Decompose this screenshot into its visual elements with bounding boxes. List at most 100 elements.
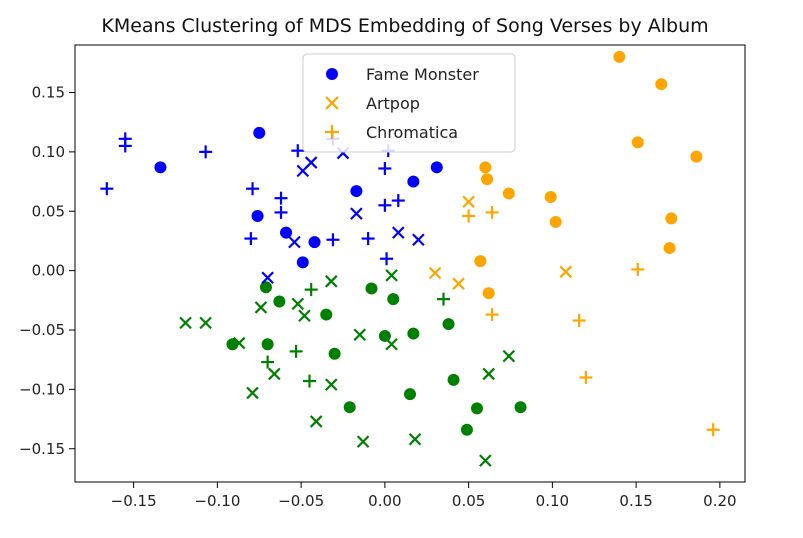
point-plus xyxy=(199,145,213,159)
point-circle xyxy=(404,388,416,401)
point-x xyxy=(268,367,281,381)
point-plus xyxy=(274,205,288,219)
point-x xyxy=(479,454,492,467)
point-x xyxy=(309,415,323,428)
point-circle xyxy=(460,423,473,436)
point-plus xyxy=(304,283,318,297)
point-circle xyxy=(365,282,378,295)
point-plus xyxy=(244,232,258,246)
point-plus xyxy=(485,308,499,322)
point-plus xyxy=(303,374,316,388)
point-circle xyxy=(442,318,455,331)
y-tick-label: 0.05 xyxy=(32,202,65,220)
point-plus xyxy=(378,198,392,212)
x-tick-label: 0.20 xyxy=(703,492,736,510)
x-tick-label: −0.10 xyxy=(194,492,240,510)
legend-label-fame-monster: Fame Monster xyxy=(366,65,479,84)
x-tick-label: −0.15 xyxy=(111,492,157,510)
point-circle xyxy=(655,78,668,91)
point-circle xyxy=(482,287,495,300)
point-x xyxy=(298,309,311,323)
y-tick-label: 0.15 xyxy=(32,84,65,102)
point-x xyxy=(254,301,268,314)
point-circle xyxy=(343,401,356,414)
point-x xyxy=(324,275,338,288)
point-plus xyxy=(572,314,586,327)
point-x xyxy=(385,337,398,351)
point-circle xyxy=(407,175,420,188)
point-plus xyxy=(631,262,645,276)
legend-label-artpop: Artpop xyxy=(366,94,420,113)
y-tick-label: −0.10 xyxy=(19,380,65,398)
point-circle xyxy=(447,373,460,386)
point-plus xyxy=(462,209,476,223)
point-circle xyxy=(544,191,557,203)
point-x xyxy=(350,207,363,220)
point-circle xyxy=(471,402,483,415)
point-circle xyxy=(308,236,321,249)
point-x xyxy=(452,277,465,290)
legend: Fame Monster Artpop Chromatica xyxy=(302,53,516,153)
y-tick-label: −0.15 xyxy=(19,440,65,458)
x-tick-label: 0.05 xyxy=(452,492,485,510)
point-circle xyxy=(261,338,274,351)
point-plus xyxy=(378,162,392,175)
point-x xyxy=(291,297,305,311)
point-plus xyxy=(579,371,593,384)
point-plus xyxy=(291,144,305,158)
point-circle xyxy=(387,293,400,306)
point-circle xyxy=(259,281,272,294)
point-plus xyxy=(485,205,499,219)
point-plus xyxy=(118,139,132,153)
point-circle xyxy=(474,255,487,268)
point-circle xyxy=(328,347,341,360)
x-tick-label: 0.00 xyxy=(368,492,401,510)
legend-label-chromatica: Chromatica xyxy=(366,123,458,142)
point-x xyxy=(428,266,442,280)
point-circle xyxy=(430,161,443,174)
point-x xyxy=(412,233,425,247)
axes-frame xyxy=(74,44,746,483)
point-circle xyxy=(514,401,527,414)
point-circle xyxy=(549,215,562,228)
point-plus xyxy=(706,423,720,437)
point-x xyxy=(385,269,398,282)
point-x xyxy=(179,316,192,330)
point-plus xyxy=(100,182,114,196)
point-plus xyxy=(361,232,375,246)
point-circle xyxy=(280,226,293,239)
x-axis: −0.15 −0.10 −0.05 0.00 0.05 0.10 0.15 0.20 xyxy=(111,482,737,510)
point-circle xyxy=(320,308,333,321)
point-circle xyxy=(663,242,676,255)
point-plus xyxy=(380,252,394,266)
point-plus xyxy=(437,292,450,306)
point-x xyxy=(246,386,259,400)
point-plus xyxy=(326,233,340,247)
point-plus xyxy=(391,194,405,208)
point-circle xyxy=(479,161,492,174)
y-tick-label: 0.10 xyxy=(32,143,65,161)
point-circle xyxy=(665,212,678,225)
point-x xyxy=(324,378,338,391)
point-x xyxy=(288,235,301,249)
point-x xyxy=(199,316,212,330)
point-x xyxy=(559,265,573,279)
point-x xyxy=(232,336,246,350)
legend-x-marker xyxy=(325,96,339,110)
chart-title: KMeans Clustering of MDS Embedding of So… xyxy=(101,15,708,37)
point-x xyxy=(482,367,496,381)
point-x xyxy=(502,349,516,363)
point-circle xyxy=(350,185,363,198)
legend-circle-marker xyxy=(326,68,338,80)
legend-plus-marker xyxy=(325,125,339,139)
y-tick-label: −0.05 xyxy=(19,321,65,339)
point-circle xyxy=(407,327,420,340)
point-circle xyxy=(631,136,644,149)
point-x xyxy=(408,432,422,446)
point-plus xyxy=(261,355,275,369)
point-x xyxy=(353,328,367,342)
x-tick-label: 0.10 xyxy=(536,492,569,510)
point-x xyxy=(261,271,274,285)
point-x xyxy=(391,226,405,239)
y-tick-label: 0.00 xyxy=(32,262,65,280)
